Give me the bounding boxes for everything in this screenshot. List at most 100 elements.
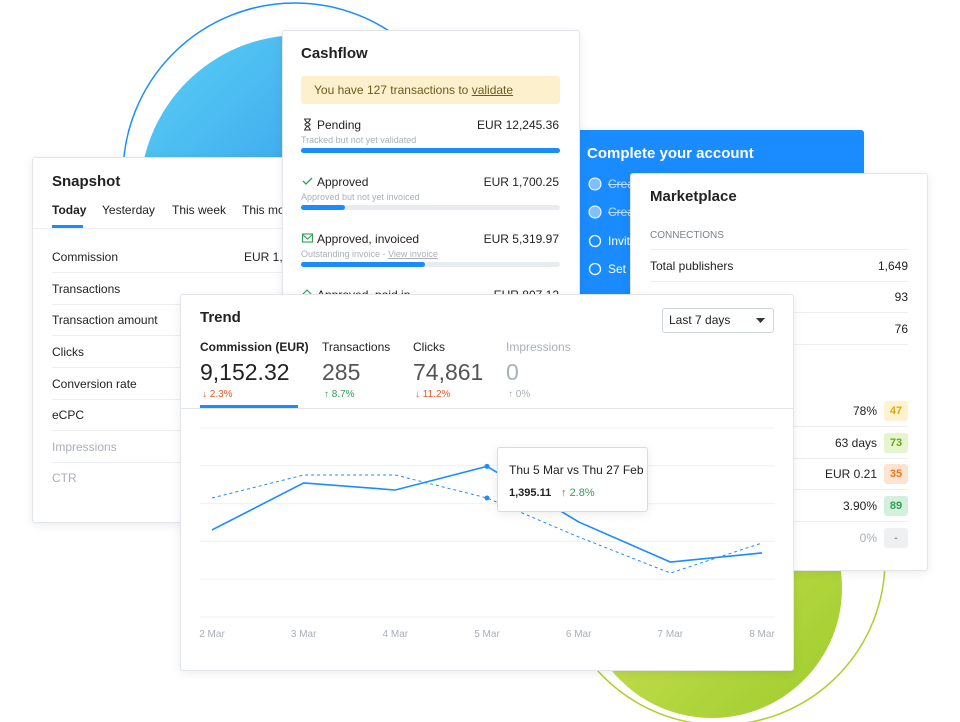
step-done [588, 177, 602, 191]
metric-label[interactable]: Transactions [322, 340, 391, 354]
change-text: 2.3% [209, 389, 233, 400]
item-icons [302, 118, 314, 298]
item-label: Pending [317, 118, 362, 132]
metric-change: ↑ 0% [508, 389, 531, 400]
item-note: Outstanding invoice - View invoice [301, 247, 438, 261]
metric-change: ↓ 11.2% [415, 389, 451, 400]
tab[interactable]: This week [172, 203, 227, 217]
card-title: Snapshot [52, 173, 121, 190]
tab[interactable]: Today [52, 203, 87, 217]
divider [52, 399, 293, 400]
divider [52, 304, 293, 305]
period-dropdown[interactable]: Last 7 days [662, 308, 774, 333]
step[interactable]: Set u [608, 262, 637, 276]
step-icons [588, 177, 602, 276]
change-text: 8.7% [331, 389, 355, 400]
change-text: 0% [515, 389, 531, 400]
score-value: 0% [859, 531, 877, 545]
row-label: Clicks [52, 345, 84, 359]
card-title: Trend [200, 309, 241, 326]
progress [301, 262, 560, 267]
score-badge: 73 [884, 433, 908, 453]
tab[interactable]: This mo [242, 203, 285, 217]
item-amount: EUR 12,245.36 [476, 118, 559, 132]
notice: You have 127 transactions to validate [301, 76, 560, 104]
score-value: 78% [852, 404, 877, 418]
row-label: Transactions [52, 282, 121, 296]
row-label: Conversion rate [52, 377, 137, 391]
note-link[interactable]: View invoice [388, 249, 438, 259]
card-title: Cashflow [301, 45, 368, 62]
metric-label[interactable]: Impressions [506, 340, 571, 354]
step-open [588, 262, 602, 276]
item-note: Tracked but not yet validated [301, 135, 417, 145]
row-label: Total publishers [650, 259, 734, 273]
score-badge: 89 [884, 496, 908, 516]
score-badge: - [884, 528, 908, 548]
score-badge: 35 [884, 464, 908, 484]
item-label: Approved [317, 175, 369, 189]
change-text: 2.8% [569, 487, 595, 499]
score-value: 63 days [834, 436, 877, 450]
check-icon [302, 177, 313, 185]
step-done [588, 205, 602, 219]
divider [52, 430, 293, 431]
metric-label[interactable]: Clicks [413, 340, 445, 354]
tooltip-value: 1,395.11 [509, 487, 552, 499]
step[interactable]: Invit [608, 234, 631, 248]
divider [650, 281, 908, 282]
card-title: Complete your account [587, 145, 754, 162]
item-label: Approved, invoiced [317, 232, 420, 246]
divider [52, 462, 293, 463]
tooltip-change: ↑ 2.8% [561, 487, 595, 499]
score-badge: 47 [884, 401, 908, 421]
metric-change: ↑ 8.7% [324, 389, 355, 400]
card-title: Marketplace [650, 188, 737, 205]
step[interactable]: Crea [608, 177, 635, 191]
notice-link[interactable]: validate [471, 83, 514, 97]
tab[interactable]: Yesterday [102, 203, 155, 217]
metric-value: 285 [322, 359, 361, 385]
row-label: Transaction amount [52, 313, 158, 327]
metric-label[interactable]: Commission (EUR) [200, 340, 309, 354]
divider [650, 249, 908, 250]
divider [791, 489, 908, 490]
metric-value: 0 [506, 359, 519, 385]
notice-text: You have 127 transactions to [314, 83, 469, 97]
divider [52, 272, 293, 273]
row-label: CTR [52, 471, 77, 485]
progress [301, 148, 560, 153]
score-value: 3.90% [842, 499, 877, 513]
mail-icon [302, 233, 314, 243]
metric-underline [200, 405, 298, 408]
row-label: eCPC [52, 408, 85, 422]
tab-underline [52, 225, 83, 228]
item-amount: EUR 5,319.97 [483, 232, 559, 246]
divider [33, 228, 293, 229]
divider [791, 458, 908, 459]
row-value: 1,649 [877, 259, 908, 273]
note-text: Outstanding invoice - [301, 249, 386, 259]
step-open [588, 234, 602, 248]
change-text: 11.2% [422, 389, 451, 400]
section-label: CONNECTIONS [650, 230, 724, 241]
cashflow-card: Cashflow You have 127 transactions to va… [282, 30, 580, 310]
score-value: EUR 0.21 [824, 467, 877, 481]
metric-change: ↓ 2.3% [202, 389, 233, 400]
dropdown-caret [756, 318, 765, 323]
divider [52, 335, 293, 336]
progress [301, 205, 560, 210]
hourglass-icon [304, 118, 311, 131]
row-value: 76 [894, 322, 908, 336]
tooltip: Thu 5 Mar vs Thu 27 Feb 1,395.11 ↑ 2.8% [497, 447, 648, 512]
row-label: Commission [52, 250, 119, 264]
dropdown-text: Last 7 days [669, 313, 731, 327]
metric-value: 74,861 [413, 359, 484, 385]
row-value: EUR 1,6 [244, 250, 290, 264]
item-note: Approved but not yet invoiced [301, 192, 420, 202]
metric-value: 9,152.32 [200, 359, 290, 385]
divider [52, 367, 293, 368]
step[interactable]: Crea [608, 205, 635, 219]
divider [181, 408, 793, 409]
